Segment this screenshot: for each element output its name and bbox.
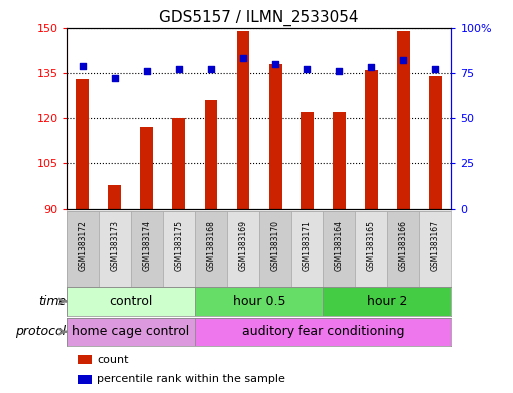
- Bar: [76, 79, 89, 209]
- Text: GSM1383174: GSM1383174: [142, 220, 151, 271]
- Bar: [323, 287, 451, 316]
- Bar: [259, 211, 291, 287]
- Bar: [397, 31, 410, 209]
- Text: GSM1383166: GSM1383166: [399, 220, 408, 271]
- Bar: [301, 112, 313, 209]
- Bar: [141, 127, 153, 209]
- Bar: [98, 211, 131, 287]
- Text: GSM1383169: GSM1383169: [239, 220, 248, 271]
- Bar: [195, 318, 451, 346]
- Text: GSM1383172: GSM1383172: [78, 220, 87, 271]
- Bar: [387, 211, 420, 287]
- Bar: [365, 70, 378, 209]
- Text: GSM1383171: GSM1383171: [303, 220, 312, 271]
- Bar: [269, 64, 282, 209]
- Bar: [195, 287, 323, 316]
- Bar: [67, 318, 195, 346]
- Text: protocol: protocol: [15, 325, 66, 338]
- Bar: [163, 211, 195, 287]
- Bar: [78, 355, 92, 364]
- Bar: [195, 211, 227, 287]
- Bar: [67, 287, 195, 316]
- Point: [431, 66, 440, 72]
- Point: [111, 75, 119, 81]
- Bar: [172, 118, 185, 209]
- Text: home cage control: home cage control: [72, 325, 189, 338]
- Point: [143, 68, 151, 74]
- Title: GDS5157 / ILMN_2533054: GDS5157 / ILMN_2533054: [160, 10, 359, 26]
- Text: hour 2: hour 2: [367, 295, 407, 308]
- Point: [303, 66, 311, 72]
- Text: GSM1383170: GSM1383170: [270, 220, 280, 271]
- Text: auditory fear conditioning: auditory fear conditioning: [242, 325, 404, 338]
- Bar: [323, 211, 355, 287]
- Bar: [236, 31, 249, 209]
- Text: GSM1383164: GSM1383164: [334, 220, 344, 271]
- Bar: [429, 76, 442, 209]
- Point: [207, 66, 215, 72]
- Bar: [78, 375, 92, 384]
- Point: [78, 62, 87, 69]
- Text: GSM1383167: GSM1383167: [431, 220, 440, 271]
- Bar: [67, 211, 98, 287]
- Text: hour 0.5: hour 0.5: [233, 295, 285, 308]
- Bar: [205, 100, 218, 209]
- Bar: [355, 211, 387, 287]
- Bar: [227, 211, 259, 287]
- Point: [399, 57, 407, 63]
- Text: control: control: [109, 295, 152, 308]
- Point: [367, 64, 376, 70]
- Text: GSM1383168: GSM1383168: [206, 220, 215, 271]
- Bar: [420, 211, 451, 287]
- Text: GSM1383175: GSM1383175: [174, 220, 184, 271]
- Bar: [108, 185, 121, 209]
- Bar: [333, 112, 346, 209]
- Text: GSM1383165: GSM1383165: [367, 220, 376, 271]
- Point: [239, 55, 247, 61]
- Text: GSM1383173: GSM1383173: [110, 220, 120, 271]
- Text: count: count: [97, 354, 129, 365]
- Point: [175, 66, 183, 72]
- Bar: [291, 211, 323, 287]
- Point: [271, 61, 279, 67]
- Bar: [131, 211, 163, 287]
- Text: percentile rank within the sample: percentile rank within the sample: [97, 374, 285, 384]
- Point: [335, 68, 343, 74]
- Text: time: time: [38, 295, 66, 308]
